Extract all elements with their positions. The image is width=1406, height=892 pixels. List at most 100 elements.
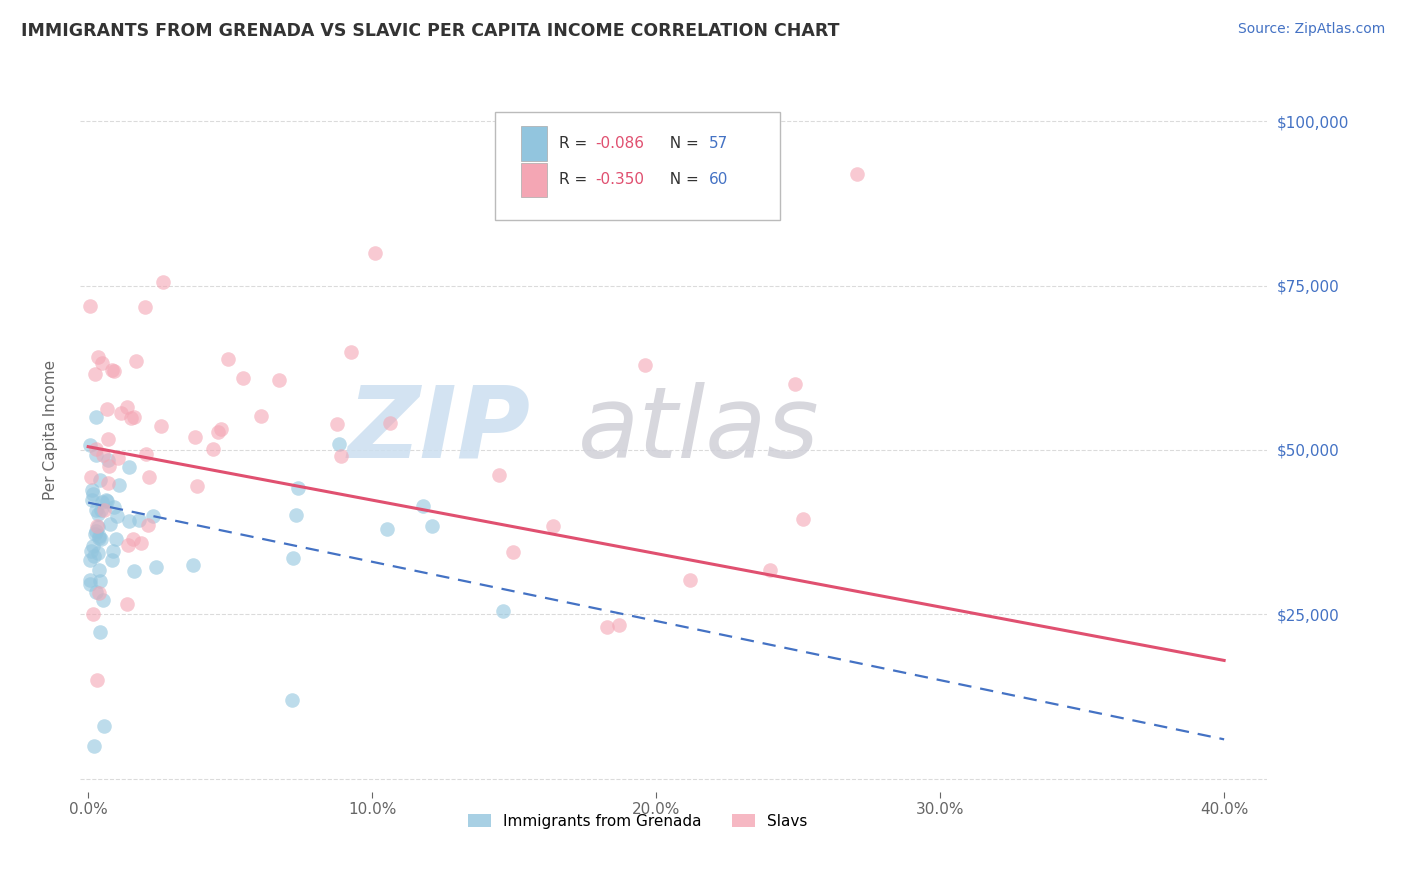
Point [87, 507, 110, 521]
Point [607, 617, 630, 632]
Text: -0.350: -0.350 [595, 172, 644, 187]
Point [84, 409, 107, 424]
Point [420, 519, 443, 533]
Point [596, 619, 619, 633]
Point [287, 482, 309, 496]
Point [117, 537, 139, 551]
Point [541, 519, 564, 533]
Point [502, 545, 524, 559]
Point [120, 411, 142, 425]
Point [89, 586, 111, 600]
Point [84, 442, 107, 456]
Point [339, 344, 361, 359]
Point [149, 418, 172, 433]
Point [90, 495, 112, 509]
Point [232, 371, 254, 385]
Point [328, 436, 350, 450]
Legend: Immigrants from Grenada, Slavs: Immigrants from Grenada, Slavs [461, 807, 814, 835]
FancyBboxPatch shape [522, 162, 547, 197]
Point [89, 624, 111, 639]
Text: R =: R = [560, 172, 592, 187]
Point [152, 276, 174, 290]
Point [142, 509, 165, 524]
Point [103, 364, 125, 378]
Point [87, 546, 110, 560]
Text: -0.086: -0.086 [595, 136, 644, 152]
Point [97, 476, 120, 491]
Point [115, 597, 138, 611]
Point [207, 425, 229, 439]
Point [134, 301, 156, 315]
Point [249, 409, 271, 424]
Text: ZIP: ZIP [347, 382, 530, 479]
FancyBboxPatch shape [522, 127, 547, 161]
Point [90, 503, 112, 517]
Point [82, 607, 104, 621]
Point [86, 585, 108, 599]
Point [201, 442, 224, 457]
Point [412, 499, 434, 513]
Point [217, 351, 239, 366]
Point [128, 513, 150, 527]
Text: N =: N = [661, 172, 704, 187]
Point [96, 402, 118, 417]
Point [79, 438, 101, 452]
Point [108, 477, 131, 491]
Text: 60: 60 [709, 172, 728, 187]
Text: atlas: atlas [578, 382, 820, 479]
Point [281, 693, 304, 707]
Text: IMMIGRANTS FROM GRENADA VS SLAVIC PER CAPITA INCOME CORRELATION CHART: IMMIGRANTS FROM GRENADA VS SLAVIC PER CA… [21, 22, 839, 40]
Point [283, 551, 305, 566]
Point [184, 430, 207, 444]
Point [125, 354, 148, 368]
Point [846, 167, 869, 181]
Point [79, 573, 101, 587]
Point [90, 533, 112, 547]
Point [89, 574, 111, 588]
Point [86, 673, 108, 688]
Point [110, 406, 132, 420]
Point [101, 552, 124, 566]
Point [115, 400, 138, 414]
Point [118, 460, 141, 475]
Point [792, 512, 814, 526]
Point [209, 421, 232, 435]
Point [678, 574, 700, 588]
Point [107, 450, 129, 465]
Point [82, 487, 104, 501]
Point [83, 549, 105, 563]
Point [267, 373, 290, 387]
Point [96, 453, 118, 467]
Point [488, 468, 510, 483]
Point [86, 519, 108, 533]
Point [79, 299, 101, 313]
Point [97, 459, 120, 474]
Point [329, 449, 352, 463]
Point [91, 593, 114, 607]
Point [186, 479, 208, 493]
Point [492, 604, 515, 618]
Point [136, 518, 159, 533]
FancyBboxPatch shape [495, 112, 780, 220]
Point [326, 417, 349, 432]
Point [87, 563, 110, 577]
Point [364, 245, 387, 260]
Point [101, 543, 124, 558]
Point [138, 470, 160, 484]
Point [89, 532, 111, 546]
Point [84, 367, 107, 381]
Point [783, 377, 806, 392]
Point [122, 564, 145, 578]
Point [118, 514, 141, 528]
Point [634, 193, 657, 207]
Point [122, 533, 145, 547]
Point [183, 558, 205, 573]
Point [87, 520, 110, 534]
Text: Source: ZipAtlas.com: Source: ZipAtlas.com [1237, 22, 1385, 37]
Point [80, 469, 103, 483]
Point [129, 536, 152, 550]
Text: R =: R = [560, 136, 592, 152]
Point [91, 356, 114, 370]
Point [87, 350, 110, 364]
Text: 57: 57 [709, 136, 728, 152]
